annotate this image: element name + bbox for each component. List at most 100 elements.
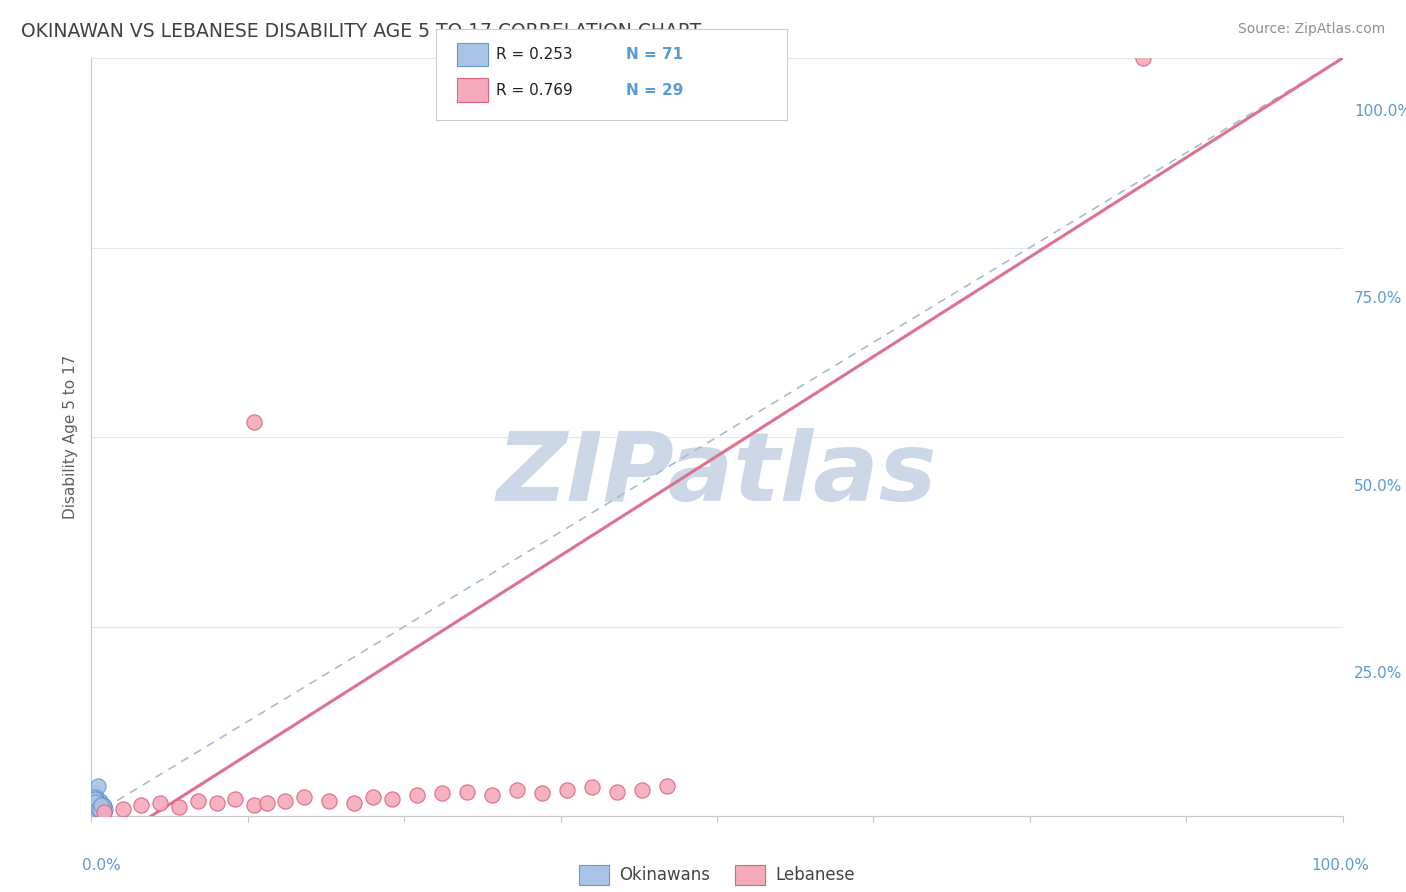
Point: [274, 794, 297, 808]
Point: [86, 794, 108, 808]
Point: [84, 790, 107, 805]
Point: [87, 802, 110, 816]
Point: [84, 796, 107, 810]
Y-axis label: Disability Age 5 to 17: Disability Age 5 to 17: [63, 355, 79, 519]
Point: [456, 785, 478, 799]
Point: [581, 780, 603, 795]
Point: [430, 787, 453, 801]
Point: [405, 788, 427, 802]
Point: [87, 797, 110, 812]
Text: OKINAWAN VS LEBANESE DISABILITY AGE 5 TO 17 CORRELATION CHART: OKINAWAN VS LEBANESE DISABILITY AGE 5 TO…: [21, 22, 702, 41]
Point: [84, 793, 107, 807]
Point: [84, 795, 107, 809]
Point: [90, 797, 112, 812]
Point: [89, 800, 111, 814]
Point: [86, 802, 108, 816]
Point: [86, 794, 108, 808]
Point: [89, 800, 111, 814]
Point: [530, 787, 553, 801]
Point: [224, 792, 246, 806]
Point: [167, 800, 190, 814]
Text: ZIPatlas: ZIPatlas: [496, 428, 938, 522]
Point: [655, 779, 678, 793]
Point: [87, 803, 110, 817]
Point: [90, 803, 112, 817]
Point: [84, 797, 107, 812]
Point: [343, 796, 366, 810]
Point: [90, 805, 112, 820]
Point: [111, 802, 134, 816]
Point: [89, 804, 111, 818]
Point: [86, 794, 108, 808]
Point: [606, 785, 628, 799]
Point: [86, 779, 108, 793]
Point: [131, 797, 153, 812]
Point: [86, 801, 108, 815]
Text: R = 0.253: R = 0.253: [496, 47, 572, 62]
Point: [86, 805, 108, 820]
Point: [89, 800, 111, 814]
Text: 75.0%: 75.0%: [1354, 292, 1402, 306]
Point: [90, 805, 112, 820]
Point: [86, 797, 108, 812]
Point: [91, 797, 114, 812]
Text: N = 29: N = 29: [626, 83, 683, 97]
Point: [84, 791, 107, 805]
Point: [84, 797, 107, 811]
Point: [205, 796, 228, 810]
Point: [89, 799, 111, 814]
Point: [506, 782, 529, 797]
Point: [292, 790, 315, 805]
Point: [86, 792, 108, 806]
Point: [89, 805, 111, 819]
Point: [86, 803, 108, 817]
Point: [90, 796, 112, 810]
Point: [86, 799, 108, 814]
Point: [89, 794, 111, 808]
Point: [555, 782, 578, 797]
Point: [90, 802, 112, 816]
Text: 50.0%: 50.0%: [1354, 479, 1402, 493]
Point: [86, 802, 108, 816]
Point: [87, 805, 110, 820]
Point: [93, 805, 115, 819]
Point: [86, 798, 108, 813]
Point: [86, 802, 108, 816]
Point: [86, 796, 108, 810]
Point: [86, 800, 108, 814]
Point: [87, 805, 110, 819]
Point: [93, 798, 115, 813]
Text: N = 71: N = 71: [626, 47, 683, 62]
Point: [243, 797, 266, 812]
Point: [93, 805, 115, 820]
Point: [83, 790, 105, 805]
Point: [94, 802, 117, 816]
Point: [86, 802, 108, 816]
Text: 0.0%: 0.0%: [82, 858, 121, 873]
Point: [86, 796, 108, 810]
Legend: Okinawans, Lebanese: Okinawans, Lebanese: [572, 859, 862, 891]
Point: [89, 805, 111, 819]
Point: [87, 803, 110, 817]
Text: 25.0%: 25.0%: [1354, 666, 1402, 681]
Point: [84, 797, 107, 812]
Point: [87, 802, 110, 816]
Point: [84, 795, 107, 809]
Point: [90, 801, 112, 815]
Point: [243, 415, 266, 429]
Text: R = 0.769: R = 0.769: [496, 83, 574, 97]
Point: [84, 802, 107, 816]
Point: [89, 803, 111, 817]
Point: [87, 803, 110, 817]
Point: [91, 805, 114, 819]
Point: [84, 787, 107, 801]
Point: [86, 805, 108, 820]
Point: [87, 805, 110, 819]
Point: [87, 803, 110, 817]
Point: [631, 782, 654, 797]
Point: [381, 792, 404, 806]
Point: [481, 788, 503, 802]
Point: [89, 798, 111, 813]
Text: Source: ZipAtlas.com: Source: ZipAtlas.com: [1237, 22, 1385, 37]
Point: [91, 800, 114, 814]
